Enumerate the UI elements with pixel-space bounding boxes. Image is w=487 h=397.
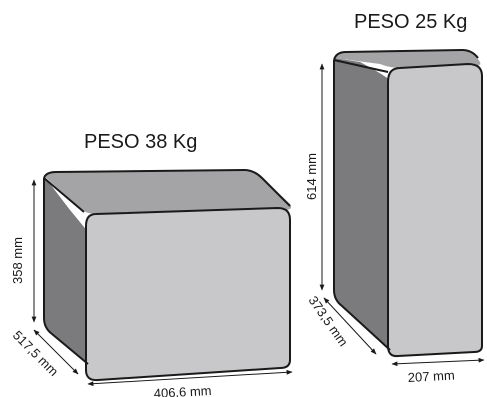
left-box-front-face [86,208,290,381]
left-box-top-face [44,170,292,214]
right-weight-label: PESO 25 Kg [354,11,467,33]
left-height-label: 358 mm [10,237,25,284]
right-width-label: 207 mm [407,368,455,385]
right-box-side-face [334,58,390,348]
left-safe-box [43,169,292,382]
right-height-label: 614 mm [304,153,319,200]
left-box-side-face [44,176,88,363]
right-box-front-face [388,64,482,357]
right-box-top-face [334,50,481,68]
right-depth-dimension-line [323,297,377,355]
left-weight-label: PESO 38 Kg [84,131,197,153]
left-width-dimension-line [87,369,293,387]
left-depth-dimension-line [33,329,79,375]
right-width-dimension-line [391,357,485,367]
right-safe-box [333,49,483,358]
left-box-outline [43,169,291,382]
left-width-label: 406,6 mm [153,383,212,397]
